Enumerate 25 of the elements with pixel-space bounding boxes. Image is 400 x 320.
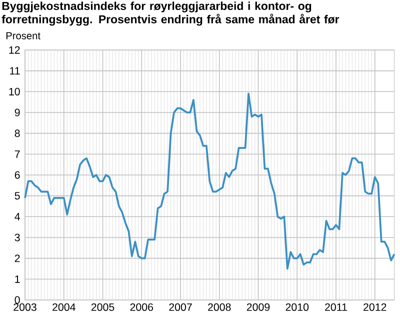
y-tick-label: 11 (10, 67, 20, 74)
y-tick-label: 10 (9, 88, 20, 96)
y-tick-label: 0 (14, 296, 20, 304)
y-tick-label: 8 (14, 130, 20, 138)
x-tick-label: 2011 (325, 303, 347, 311)
x-tick-label: 2006 (130, 303, 154, 311)
y-tick-label: 9 (14, 108, 20, 116)
y-tick-label: 7 (14, 150, 20, 158)
y-tick-label: 6 (14, 171, 20, 179)
y-tick-label: 2 (14, 254, 20, 262)
x-tick-label: 2004 (52, 303, 76, 311)
y-axis-title: Prosent (6, 32, 40, 40)
x-tick-label: 2012 (364, 303, 386, 311)
y-tick-label: 5 (14, 192, 20, 200)
y-tick-label: 12 (9, 46, 20, 54)
x-tick-label: 2009 (246, 303, 270, 311)
x-tick-label: 2010 (286, 303, 309, 311)
y-tick-label: 1 (15, 275, 20, 283)
y-tick-label: 3 (14, 234, 20, 242)
y-tick-label: 4 (14, 212, 20, 220)
chart-title: Byggjekostnadsindeks for røyrleggjararbeid i kontor- og forretningsbygg. Prosentvis endring frå same månad året før (2, 2, 340, 26)
x-tick-label: 2007 (169, 303, 192, 311)
x-tick-label: 2008 (208, 303, 231, 311)
x-tick-label: 2003 (14, 303, 36, 311)
x-tick-label: 2005 (91, 303, 114, 311)
